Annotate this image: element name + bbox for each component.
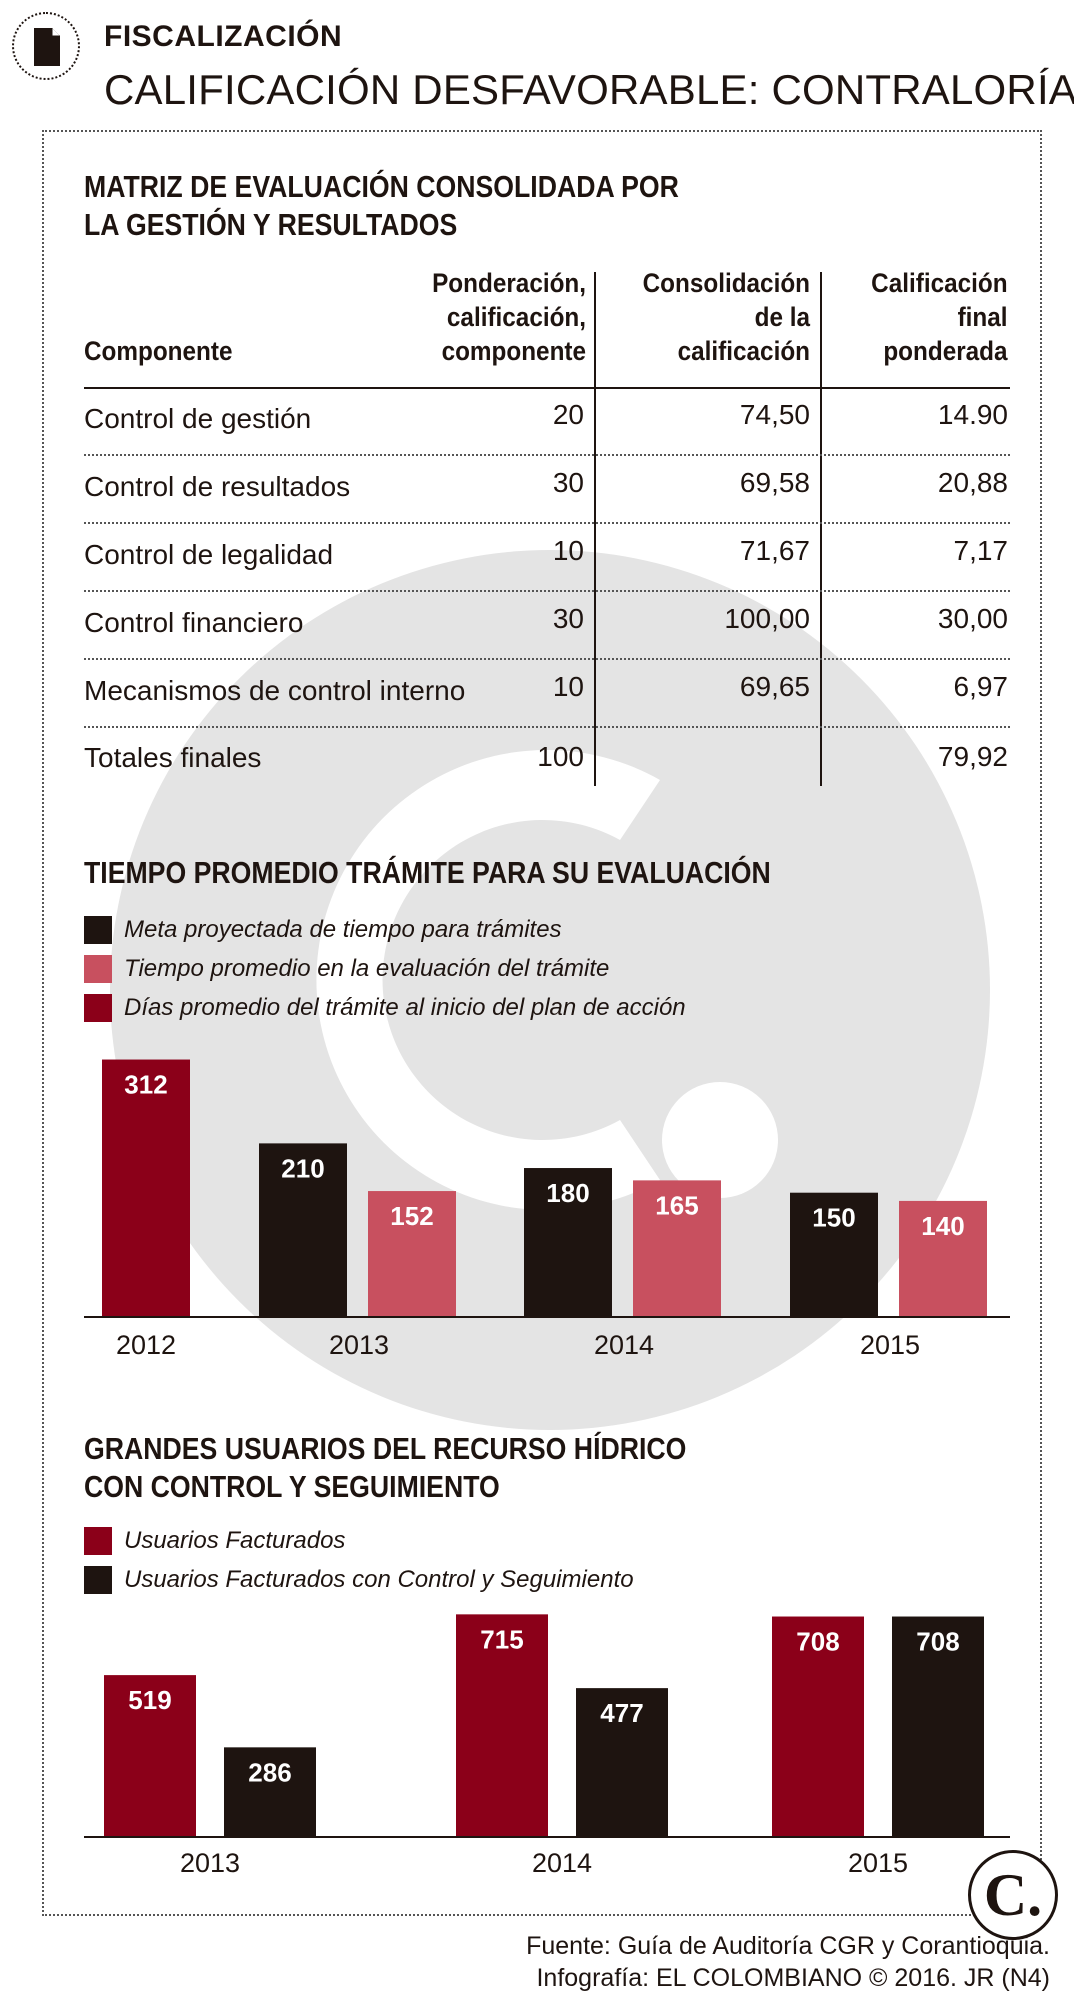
cell-consolidacion: 71,67 [739,535,810,566]
table-title: MATRIZ DE EVALUACIÓN CONSOLIDADA POR LA … [84,169,679,242]
bar [899,1200,987,1316]
data-label: 152 [390,1201,433,1231]
cell-componente: Control de legalidad [84,539,334,570]
column-header-calificacion: Calificación final ponderada [871,268,1008,366]
bar [524,1168,612,1316]
legend-item: Meta proyectada de tiempo para trámites [84,914,562,946]
legend-label: Usuarios Facturados con Control y Seguim… [124,1566,634,1593]
bar [772,1616,864,1836]
document-icon [34,28,60,66]
brand-logo-icon: C. [968,1850,1058,1940]
cell-ponderacion: 10 [552,535,584,566]
data-label: 715 [480,1624,523,1654]
bar [102,1059,190,1316]
cell-componente: Totales finales [84,742,262,773]
data-label: 708 [796,1627,839,1657]
source-note: Fuente: Guía de Auditoría CGR y Corantio… [526,1932,1050,1960]
legend-swatch [84,1566,112,1594]
bar [892,1616,984,1836]
table-column-divider [594,272,596,786]
row-divider [84,658,1010,660]
document-icon-badge [12,12,80,80]
x-tick-label: 2015 [848,1848,908,1878]
bar [259,1143,347,1316]
section-kicker: FISCALIZACIÓN [104,20,343,53]
bar [104,1675,196,1836]
cell-calificacion: 7,17 [953,535,1009,566]
content-frame [42,130,1042,1916]
cell-componente: Control financiero [84,607,304,638]
data-label: 150 [812,1203,855,1233]
x-tick-label: 2015 [860,1330,920,1360]
row-divider [84,726,1010,728]
legend-item: Usuarios Facturados con Control y Seguim… [84,1564,634,1596]
cell-consolidacion: 74,50 [739,399,810,430]
data-label: 140 [921,1211,964,1241]
cell-componente: Control de gestión [84,403,312,434]
bar [368,1191,456,1316]
legend-swatch [84,916,112,944]
cell-calificacion: 6,97 [953,671,1009,702]
table-column-divider [820,272,822,786]
chart1-plot: 312 2012 210 152 2013 180 165 2014 150 140 2015 [84,1059,1010,1360]
x-tick-label: 2013 [329,1330,389,1360]
bar [224,1747,316,1836]
row-divider [84,590,1010,592]
cell-consolidacion: 69,58 [739,467,810,498]
chart1-title: TIEMPO PROMEDIO TRÁMITE PARA SU EVALUACI… [84,855,771,890]
cell-componente: Control de resultados [84,471,351,502]
legend-item: Tiempo promedio en la evaluación del trá… [84,953,609,985]
legend-label: Días promedio del trámite al inicio del … [124,994,686,1021]
data-label: 286 [248,1757,291,1787]
cell-calificacion: 14.90 [937,399,1008,430]
column-header-ponderacion: Ponderación, calificación, componente [432,268,586,366]
cell-ponderacion: 20 [552,399,584,430]
cell-ponderacion: 30 [552,467,584,498]
table-header-rule [84,387,1010,389]
legend-swatch [84,994,112,1022]
data-label: 165 [655,1190,698,1220]
chart2-title: GRANDES USUARIOS DEL RECURSO HÍDRICO CON… [84,1431,687,1504]
bar [790,1192,878,1316]
cell-ponderacion: 30 [552,603,584,634]
row-divider [84,454,1010,456]
data-label: 477 [600,1698,643,1728]
cell-calificacion: 79,92 [937,741,1008,772]
data-label: 708 [916,1627,959,1657]
cell-componente: Mecanismos de control interno [84,675,466,706]
legend-item: Días promedio del trámite al inicio del … [84,992,686,1024]
cell-ponderacion: 100 [537,741,584,772]
cell-calificacion: 30,00 [937,603,1008,634]
cell-ponderacion: 10 [552,671,584,702]
legend-label: Usuarios Facturados [124,1527,346,1554]
x-tick-label: 2013 [180,1848,240,1878]
page-title: CALIFICACIÓN DESFAVORABLE: CONTRALORÍA [104,66,1074,113]
x-tick-label: 2014 [594,1330,654,1360]
cell-consolidacion: 100,00 [724,603,810,634]
row-divider [84,522,1010,524]
bar [456,1614,548,1836]
cell-consolidacion: 69,65 [739,671,810,702]
x-tick-label: 2014 [532,1848,592,1878]
legend-label: Meta proyectada de tiempo para trámites [124,916,562,943]
column-header-consolidacion: Consolidación de la calificación [642,268,810,366]
cell-calificacion: 20,88 [937,467,1008,498]
x-tick-label: 2012 [116,1330,176,1360]
column-header-componente: Componente [84,336,233,366]
legend-swatch [84,955,112,983]
data-label: 210 [281,1153,324,1183]
bar [576,1688,668,1836]
legend-item: Usuarios Facturados [84,1525,345,1557]
data-label: 519 [128,1685,171,1715]
legend-label: Tiempo promedio en la evaluación del trá… [124,955,610,982]
chart2-plot: 519 286 2013 715 477 2014 708 708 2015 [84,1614,1010,1878]
bar [633,1180,721,1316]
data-label: 312 [124,1070,167,1100]
legend-swatch [84,1527,112,1555]
credit-note: Infografía: EL COLOMBIANO © 2016. JR (N4… [536,1964,1050,1992]
data-label: 180 [546,1178,589,1208]
